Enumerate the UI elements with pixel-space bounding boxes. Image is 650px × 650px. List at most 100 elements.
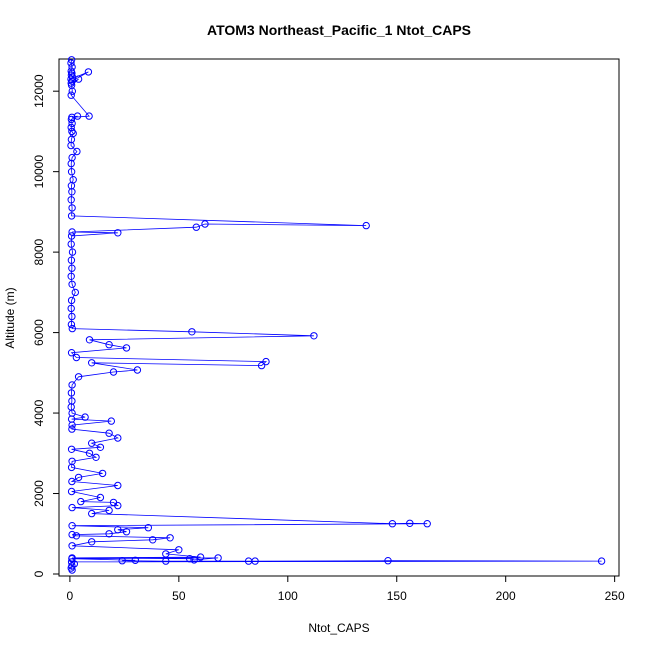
y-axis-ticks: 0 2000 4000 6000 8000 10000 12000 xyxy=(32,74,59,577)
data-point xyxy=(105,530,113,538)
data-point xyxy=(196,553,205,561)
data-point xyxy=(67,159,75,168)
data-point xyxy=(88,439,96,447)
data-point xyxy=(68,381,76,389)
data-point xyxy=(67,445,76,453)
data-point xyxy=(192,223,201,231)
x-axis-ticks: 0 50 100 150 200 250 xyxy=(67,576,625,603)
plot-frame xyxy=(58,58,620,577)
series-line xyxy=(69,59,602,571)
data-point xyxy=(77,497,85,506)
data-point xyxy=(67,463,76,472)
data-point xyxy=(85,449,94,457)
data-point xyxy=(67,212,76,220)
data-point xyxy=(162,550,170,558)
data-point xyxy=(67,196,75,204)
data-point xyxy=(81,413,89,421)
data-point xyxy=(122,344,131,352)
data-point xyxy=(85,336,94,344)
data-point xyxy=(114,229,122,237)
data-point xyxy=(122,528,131,536)
data-point xyxy=(114,526,122,534)
data-point xyxy=(144,524,153,532)
data-point xyxy=(114,481,122,490)
data-point xyxy=(190,556,198,564)
data-point xyxy=(67,141,75,150)
data-point xyxy=(67,115,76,124)
data-point xyxy=(214,554,222,562)
y-tick-label: 0 xyxy=(32,570,46,577)
data-point xyxy=(68,228,76,236)
data-point xyxy=(68,188,76,196)
y-axis-label: Altitude (m) xyxy=(3,287,17,348)
x-tick-label: 0 xyxy=(67,589,74,603)
x-tick-label: 50 xyxy=(172,589,186,603)
data-point xyxy=(67,320,76,329)
data-point xyxy=(88,538,96,546)
data-point xyxy=(109,368,118,376)
data-point xyxy=(67,296,76,305)
data-point xyxy=(67,168,76,176)
data-point xyxy=(67,232,76,240)
data-point xyxy=(72,353,81,362)
y-tick-label: 8000 xyxy=(32,238,46,265)
data-point xyxy=(68,425,76,433)
data-point xyxy=(114,501,122,510)
data-point xyxy=(175,546,183,554)
data-point xyxy=(262,357,270,366)
x-tick-label: 200 xyxy=(496,589,516,603)
data-point xyxy=(133,366,142,374)
data-point xyxy=(74,75,83,83)
x-axis-label: Ntot_CAPS xyxy=(308,621,369,635)
data-point xyxy=(114,434,122,442)
data-point xyxy=(105,506,113,515)
data-point xyxy=(68,324,77,333)
data-point xyxy=(149,536,157,544)
data-point xyxy=(257,361,266,370)
data-point xyxy=(68,204,76,212)
data-point xyxy=(88,359,96,367)
data-point xyxy=(118,557,126,565)
data-point xyxy=(67,304,75,313)
data-point xyxy=(67,487,76,496)
data-point xyxy=(74,473,83,482)
x-tick-label: 150 xyxy=(387,589,407,603)
data-point xyxy=(68,522,76,530)
data-point xyxy=(92,453,100,461)
data-point xyxy=(68,280,76,288)
data-point xyxy=(72,532,81,540)
data-point xyxy=(88,509,96,518)
data-point xyxy=(406,519,414,527)
chart-title: ATOM3 Northeast_Pacific_1 Ntot_CAPS xyxy=(207,22,471,38)
data-point xyxy=(67,56,76,64)
data-point xyxy=(597,557,606,565)
data-point xyxy=(96,493,105,502)
data-point xyxy=(68,87,77,95)
data-point xyxy=(67,389,76,397)
data-point xyxy=(68,503,76,512)
data-point xyxy=(68,421,76,429)
data-point xyxy=(73,147,81,156)
data-point xyxy=(96,443,105,451)
data-point xyxy=(105,429,113,437)
data-point xyxy=(67,59,75,67)
data-point xyxy=(384,557,392,565)
data-point xyxy=(68,127,76,136)
data-point xyxy=(68,312,76,321)
data-point xyxy=(131,556,140,564)
data-point xyxy=(98,469,107,478)
data-point xyxy=(68,248,77,256)
data-point xyxy=(188,328,196,336)
y-tick-label: 2000 xyxy=(32,480,46,507)
data-point xyxy=(67,240,75,248)
data-point xyxy=(162,557,170,565)
data-point xyxy=(186,555,194,563)
data-point xyxy=(201,220,209,228)
data-point xyxy=(74,373,83,381)
data-point xyxy=(68,119,76,128)
data-point xyxy=(68,477,76,486)
data-point xyxy=(67,256,76,264)
data-point xyxy=(68,530,76,539)
data-point xyxy=(67,91,75,99)
data-point xyxy=(67,272,75,280)
